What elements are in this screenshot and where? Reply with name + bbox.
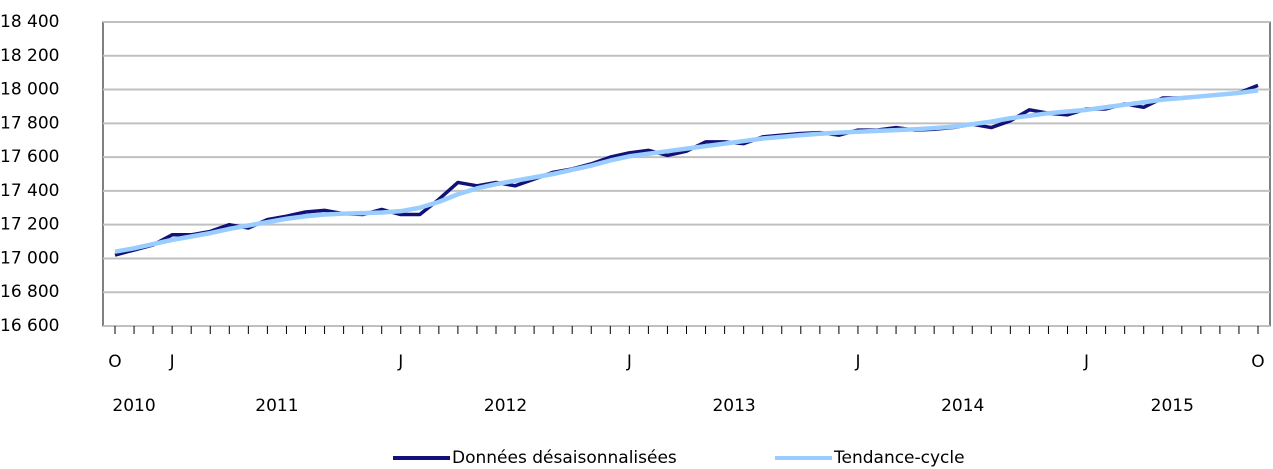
y-tick-label: 18 000 [0, 80, 59, 100]
y-tick-label: 16 600 [0, 316, 59, 336]
x-tick-label: O [1251, 352, 1264, 372]
x-tick-label: J [169, 352, 175, 372]
y-tick-label: 17 800 [0, 113, 59, 133]
plot-frame [102, 21, 1271, 327]
x-tick-label: J [854, 352, 860, 372]
x-tick-label: O [108, 352, 121, 372]
year-label: 2014 [941, 396, 984, 416]
year-label: 2015 [1151, 396, 1194, 416]
y-tick-label: 17 000 [0, 248, 59, 268]
y-tick-label: 18 200 [0, 46, 59, 66]
y-tick-label: 16 800 [0, 282, 59, 302]
y-tick-label: 17 200 [0, 215, 59, 235]
x-tick-label: J [626, 352, 632, 372]
y-tick-label: 17 600 [0, 147, 59, 167]
x-tick-label: J [397, 352, 403, 372]
year-label: 2010 [112, 396, 155, 416]
y-tick-label: 18 400 [0, 12, 59, 32]
x-tick-label: J [1083, 352, 1089, 372]
series-line [114, 88, 1259, 254]
year-label: 2012 [484, 396, 527, 416]
legend-label: Tendance-cycle [833, 448, 965, 468]
series-line [114, 83, 1259, 257]
year-label: 2013 [712, 396, 755, 416]
year-label: 2011 [255, 396, 298, 416]
legend-label: Données désaisonnalisées [452, 448, 677, 468]
y-tick-label: 17 400 [0, 181, 59, 201]
